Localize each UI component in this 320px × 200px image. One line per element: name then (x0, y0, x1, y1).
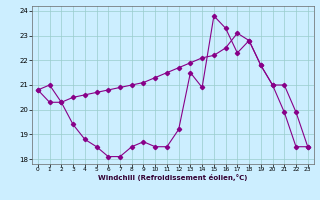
X-axis label: Windchill (Refroidissement éolien,°C): Windchill (Refroidissement éolien,°C) (98, 174, 247, 181)
